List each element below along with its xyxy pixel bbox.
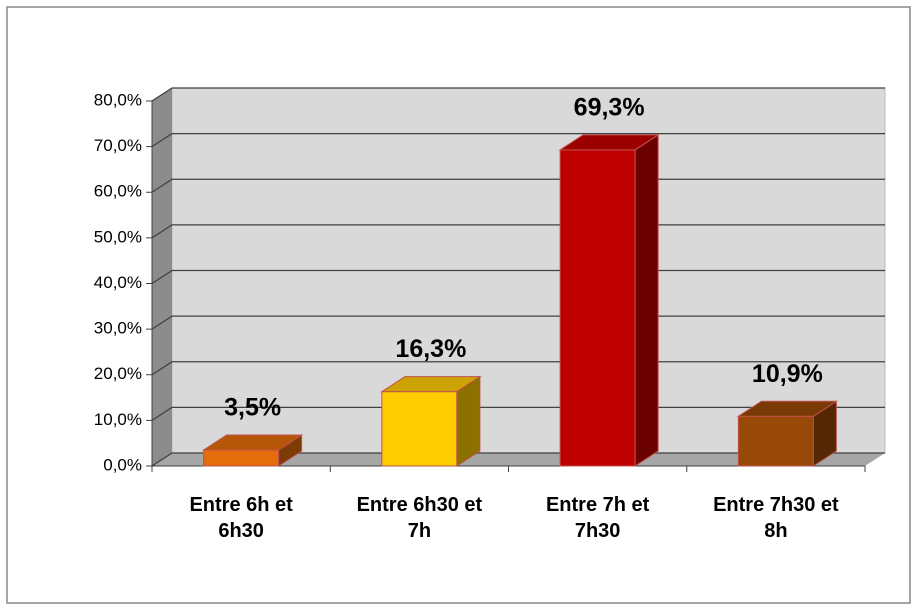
y-tick-label: 20,0% [94, 364, 142, 383]
x-tick-label-box: Entre 6h30 et 7h [356, 494, 483, 542]
value-label: 16,3% [395, 335, 466, 363]
bar [559, 149, 636, 467]
y-tick-label: 60,0% [94, 182, 142, 201]
x-tick-label-box: Entre 7h30 et 8h [713, 494, 839, 542]
value-label: 69,3% [574, 93, 645, 121]
x-tick-label-box: Entre 6h et 6h30 [189, 494, 293, 542]
y-tick-label: 50,0% [94, 227, 142, 246]
x-tick-label: Entre 7h et 7h30 [545, 494, 650, 542]
y-tick-label: 0,0% [103, 455, 142, 474]
y-tick-label: 70,0% [94, 136, 142, 155]
bar-side [456, 375, 481, 467]
grid-line [151, 132, 885, 148]
x-tick-label: Entre 6h et 6h30 [189, 494, 293, 542]
bar [203, 449, 280, 467]
x-tick-label: Entre 6h30 et 7h [356, 494, 483, 542]
y-tick-label: 30,0% [94, 319, 142, 338]
value-label: 10,9% [752, 360, 823, 388]
x-tick-label: Entre 7h30 et 8h [713, 494, 839, 542]
bar-top [736, 400, 839, 417]
value-label: 3,5% [224, 394, 281, 422]
y-tick-label: 40,0% [94, 273, 142, 292]
x-tick-label-box: Entre 7h et 7h30 [545, 494, 650, 542]
bar-top [380, 376, 482, 393]
bar-top [201, 434, 304, 451]
bar-side [634, 133, 659, 467]
floor [152, 453, 885, 466]
bar-top [558, 134, 660, 151]
grid-line [151, 87, 885, 102]
y-tick-label: 10,0% [94, 410, 142, 429]
bar [737, 415, 814, 467]
y-tick-label: 80,0% [94, 90, 142, 109]
bar [381, 391, 458, 467]
